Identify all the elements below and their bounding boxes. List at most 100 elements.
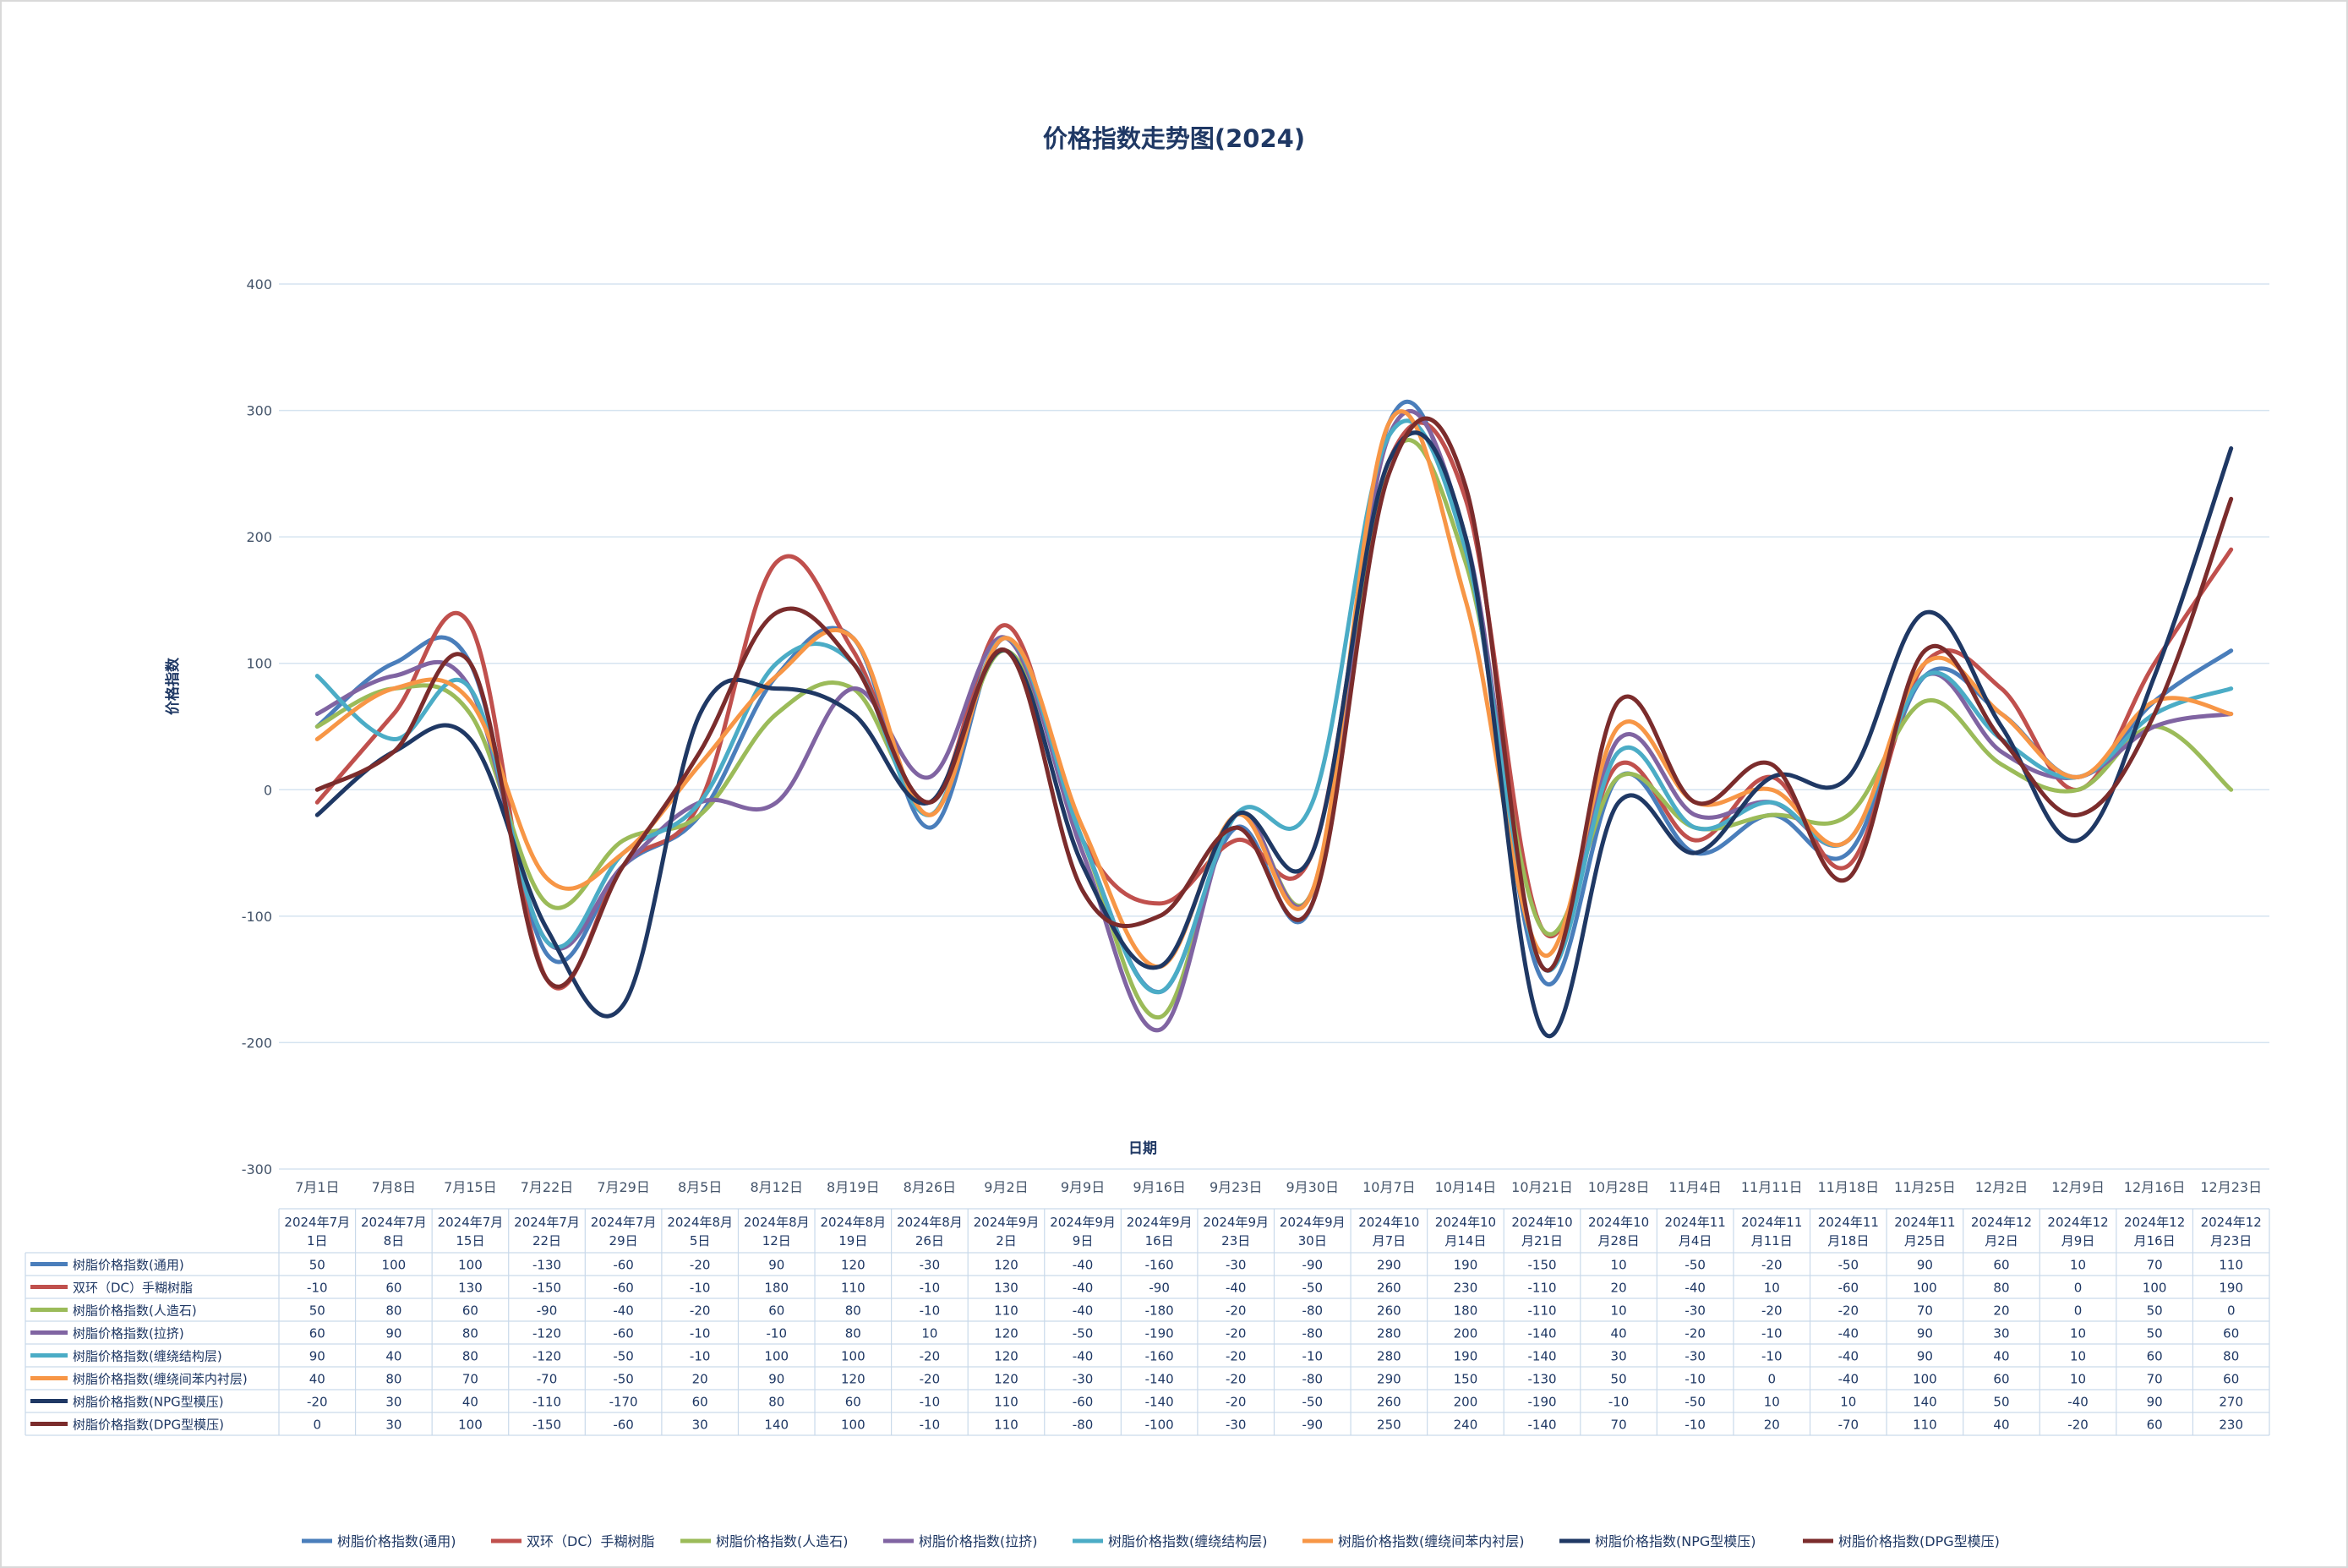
table-cell: 90 <box>768 1258 784 1273</box>
x-tick-label: 10月28日 <box>1588 1179 1650 1195</box>
table-cell: 20 <box>692 1372 708 1387</box>
table-header-cell: 月4日 <box>1679 1233 1712 1248</box>
table-cell: -20 <box>1226 1349 1247 1364</box>
table-cell: -20 <box>690 1258 711 1273</box>
table-header-cell: 2024年10 <box>1435 1215 1496 1230</box>
table-header-cell: 月9日 <box>2061 1233 2095 1248</box>
table-header-cell: 2024年11 <box>1741 1215 1802 1230</box>
table-header-cell: 23日 <box>1221 1233 1250 1248</box>
table-cell: -80 <box>1073 1418 1094 1433</box>
table-header-cell: 19日 <box>838 1233 867 1248</box>
x-tick-label: 11月25日 <box>1894 1179 1956 1195</box>
legend-label: 树脂价格指数(DPG型模压) <box>1838 1533 2000 1549</box>
table-header-cell: 月7日 <box>1373 1233 1406 1248</box>
table-header-cell: 2024年9月 <box>974 1215 1040 1230</box>
table-cell: 20 <box>1993 1303 2009 1319</box>
table-cell: -40 <box>1073 1258 1094 1273</box>
table-cell: 120 <box>994 1349 1018 1364</box>
table-header-cell: 2024年7月 <box>361 1215 427 1230</box>
table-cell: -10 <box>767 1326 788 1341</box>
table-cell: 50 <box>1611 1372 1627 1387</box>
x-tick-label: 12月2日 <box>1975 1179 2029 1195</box>
table-header-cell: 8日 <box>384 1233 405 1248</box>
table-cell: 280 <box>1377 1326 1401 1341</box>
table-cell: -20 <box>920 1372 941 1387</box>
x-tick-label: 8月12日 <box>750 1179 803 1195</box>
table-cell: 10 <box>2070 1372 2086 1387</box>
table-cell: -40 <box>1073 1281 1094 1296</box>
table-cell: -140 <box>1527 1326 1556 1341</box>
table-header-cell: 2024年7月 <box>591 1215 657 1230</box>
table-header-cell: 2024年7月 <box>284 1215 350 1230</box>
table-cell: 100 <box>841 1349 865 1364</box>
table-cell: 130 <box>458 1281 483 1296</box>
table-cell: -90 <box>1302 1418 1324 1433</box>
table-cell: 120 <box>994 1258 1018 1273</box>
x-tick-label: 8月19日 <box>827 1179 880 1195</box>
table-cell: 0 <box>2074 1303 2083 1319</box>
table-cell: -150 <box>532 1418 561 1433</box>
table-row-label: 树脂价格指数(缠绕结构层) <box>73 1349 222 1364</box>
table-cell: -120 <box>532 1349 561 1364</box>
table-cell: 190 <box>2219 1281 2243 1296</box>
table-cell: 10 <box>1840 1395 1856 1410</box>
table-header-cell: 月28日 <box>1598 1233 1640 1248</box>
table-cell: -90 <box>1149 1281 1170 1296</box>
legend-item-7: 树脂价格指数(NPG型模压) <box>1559 1533 1756 1549</box>
table-cell: 290 <box>1377 1258 1401 1273</box>
y-axis-label: 价格指数 <box>164 657 182 715</box>
table-cell: -20 <box>920 1349 941 1364</box>
table-cell: -150 <box>532 1281 561 1296</box>
table-cell: -10 <box>1608 1395 1630 1410</box>
table-cell: -110 <box>1527 1281 1556 1296</box>
table-cell: 80 <box>462 1349 478 1364</box>
table-cell: 60 <box>462 1303 478 1319</box>
table-cell: 10 <box>2070 1326 2086 1341</box>
table-header-cell: 2024年12 <box>2124 1215 2185 1230</box>
table-cell: -40 <box>1685 1281 1706 1296</box>
table-cell: 80 <box>845 1303 861 1319</box>
series-line-6 <box>314 409 2234 970</box>
table-cell: 30 <box>1993 1326 2009 1341</box>
table-cell: 120 <box>994 1326 1018 1341</box>
x-tick-label: 9月16日 <box>1133 1179 1186 1195</box>
table-cell: 280 <box>1377 1349 1401 1364</box>
table-header-cell: 2024年12 <box>2201 1215 2262 1230</box>
table-cell: -60 <box>613 1326 634 1341</box>
table-cell: 30 <box>385 1395 401 1410</box>
table-cell: 70 <box>1917 1303 1933 1319</box>
x-tick-label: 8月5日 <box>678 1179 722 1195</box>
legend-label: 树脂价格指数(拉挤) <box>919 1533 1038 1549</box>
x-tick-label: 12月16日 <box>2124 1179 2186 1195</box>
x-tick-label: 10月21日 <box>1511 1179 1573 1195</box>
table-header-cell: 2024年8月 <box>897 1215 963 1230</box>
table-cell: 110 <box>994 1395 1018 1410</box>
series-line-7 <box>314 430 2234 1039</box>
table-cell: 100 <box>841 1418 865 1433</box>
table-cell: -20 <box>307 1395 328 1410</box>
table-cell: -50 <box>1302 1395 1324 1410</box>
table-header-cell: 2024年12 <box>1971 1215 2032 1230</box>
legend-item-3: 树脂价格指数(人造石) <box>680 1533 849 1549</box>
table-cell: 270 <box>2219 1395 2243 1410</box>
x-tick-label: 12月23日 <box>2200 1179 2262 1195</box>
table-cell: 10 <box>1764 1395 1780 1410</box>
table-cell: 50 <box>309 1303 325 1319</box>
table-header-cell: 1日 <box>307 1233 328 1248</box>
table-header-cell: 2024年8月 <box>744 1215 810 1230</box>
table-cell: -30 <box>1685 1303 1706 1319</box>
table-row-label: 树脂价格指数(NPG型模压) <box>73 1395 224 1410</box>
x-axis-ticks: 7月1日 7月8日 7月15日 7月22日 7月29日 8月5日 8月12日 8月19日 8月2… <box>295 1179 2262 1195</box>
table-cell: -50 <box>1685 1395 1706 1410</box>
table-cell: -20 <box>2067 1418 2089 1433</box>
table-cell: -20 <box>1226 1303 1247 1319</box>
table-cell: 30 <box>692 1418 708 1433</box>
x-tick-label: 11月11日 <box>1741 1179 1803 1195</box>
table-cell: -10 <box>920 1281 941 1296</box>
table-header-cell: 月14日 <box>1444 1233 1486 1248</box>
table-cell: -80 <box>1302 1326 1324 1341</box>
table-cell: 20 <box>1764 1418 1780 1433</box>
table-cell: 40 <box>1993 1418 2009 1433</box>
table-cell: -10 <box>1685 1372 1706 1387</box>
table-cell: -40 <box>1838 1349 1859 1364</box>
